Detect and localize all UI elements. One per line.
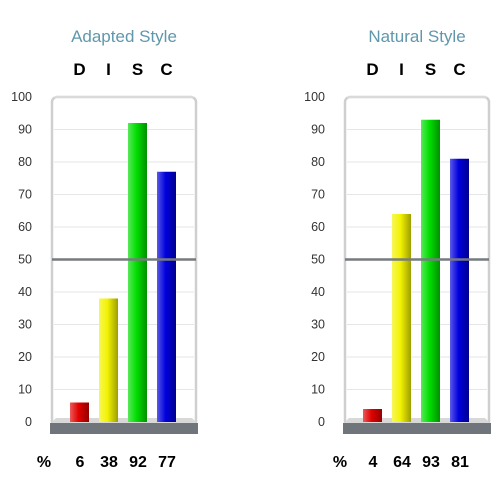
y-tick-label: 90: [311, 123, 325, 137]
value-label-s: 92: [129, 454, 147, 471]
value-label-i: 38: [100, 454, 118, 471]
bar-s: [421, 119, 440, 422]
bar-c: [157, 171, 176, 422]
chart-panel-0: Adapted Style D I S C 0 10 20 30 40 50 60 70 80 90 100%…: [11, 27, 198, 471]
category-label-c: C: [453, 60, 465, 79]
plot-base: [343, 423, 491, 434]
value-label-c: 77: [158, 454, 176, 471]
value-label-i: 64: [393, 454, 411, 471]
y-tick-label: 60: [18, 220, 32, 234]
bar-c: [450, 158, 469, 422]
value-label-s: 93: [422, 454, 440, 471]
y-tick-label: 70: [18, 188, 32, 202]
y-tick-label: 30: [18, 318, 32, 332]
y-tick-label: 40: [18, 285, 32, 299]
value-label-d: 4: [369, 454, 378, 471]
chart-title: Adapted Style: [71, 27, 177, 46]
y-tick-label: 80: [18, 155, 32, 169]
y-tick-label: 100: [11, 90, 32, 104]
bar-d: [363, 409, 382, 422]
chart-title: Natural Style: [368, 27, 465, 46]
percent-symbol: %: [37, 454, 51, 471]
y-tick-label: 50: [18, 253, 32, 267]
category-label-d: D: [366, 60, 378, 79]
y-tick-label: 90: [18, 123, 32, 137]
category-label-s: S: [132, 60, 143, 79]
chart-panel-1: Natural Style D I S C 0 10 20 30 40 50 60 70 80 90 100%…: [304, 27, 491, 471]
category-label-i: I: [106, 60, 111, 79]
category-label-i: I: [399, 60, 404, 79]
y-tick-label: 100: [304, 90, 325, 104]
bar-i: [392, 214, 411, 422]
y-tick-label: 40: [311, 285, 325, 299]
y-tick-label: 0: [25, 415, 32, 429]
y-tick-label: 50: [311, 253, 325, 267]
category-label-s: S: [425, 60, 436, 79]
bar-i: [99, 298, 118, 422]
y-tick-label: 20: [18, 350, 32, 364]
bar-s: [128, 123, 147, 422]
y-tick-label: 0: [318, 415, 325, 429]
category-label-d: D: [73, 60, 85, 79]
category-label-c: C: [160, 60, 172, 79]
value-label-c: 81: [451, 454, 469, 471]
y-tick-label: 20: [311, 350, 325, 364]
y-tick-label: 30: [311, 318, 325, 332]
y-tick-label: 10: [311, 383, 325, 397]
bar-d: [70, 402, 89, 422]
percent-symbol: %: [333, 454, 347, 471]
value-label-d: 6: [76, 454, 85, 471]
plot-base: [50, 423, 198, 434]
y-tick-label: 10: [18, 383, 32, 397]
y-tick-label: 80: [311, 155, 325, 169]
y-tick-label: 60: [311, 220, 325, 234]
y-tick-label: 70: [311, 188, 325, 202]
